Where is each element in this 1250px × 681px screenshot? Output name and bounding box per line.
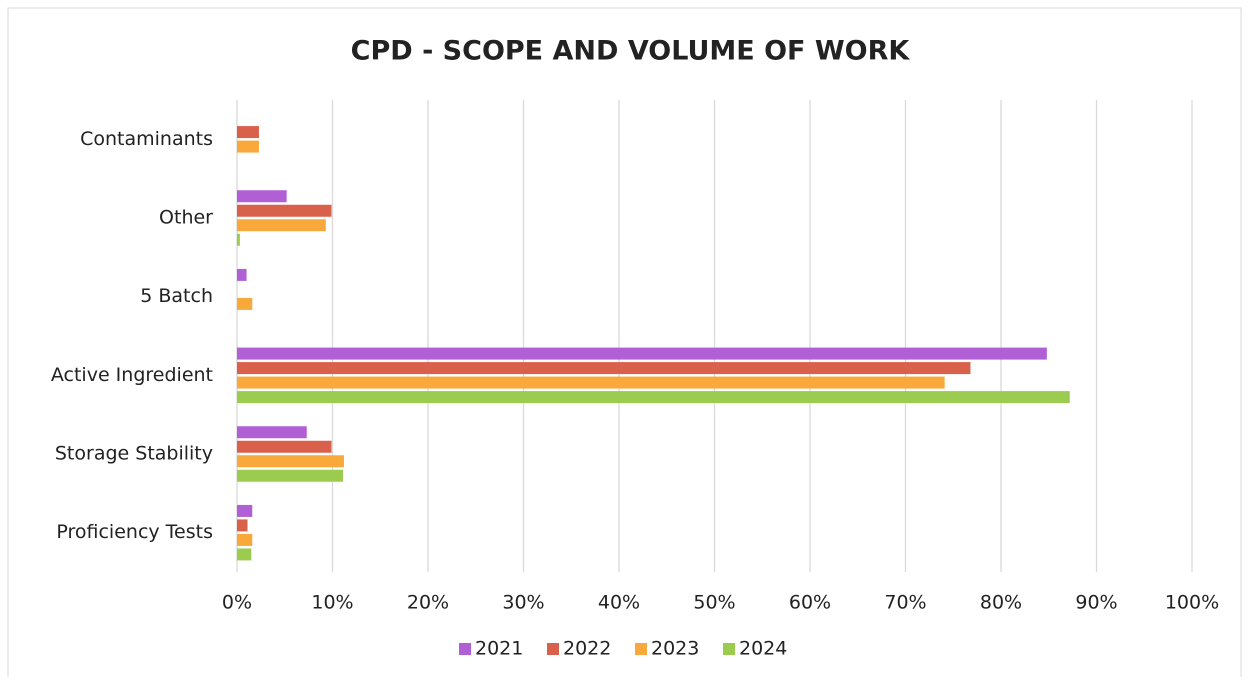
- y-tick-label: 5 Batch: [140, 285, 213, 307]
- bar: [237, 469, 344, 482]
- legend-swatch: [459, 643, 471, 655]
- bar: [237, 268, 247, 281]
- x-tick-label: 100%: [1165, 592, 1219, 614]
- x-tick-label: 50%: [693, 592, 735, 614]
- bar: [237, 233, 240, 246]
- bar: [237, 204, 332, 217]
- bar: [237, 519, 248, 532]
- bar: [237, 533, 253, 546]
- x-tick-label: 70%: [884, 592, 926, 614]
- x-tick-label: 60%: [789, 592, 831, 614]
- x-tick-label: 40%: [598, 592, 640, 614]
- bar: [237, 376, 945, 389]
- legend-swatch: [635, 643, 647, 655]
- x-tick-label: 80%: [980, 592, 1022, 614]
- bar: [237, 190, 287, 203]
- y-tick-label: Proficiency Tests: [56, 521, 213, 543]
- x-tick-label: 20%: [407, 592, 449, 614]
- y-tick-label: Other: [159, 207, 213, 229]
- bar: [237, 548, 252, 561]
- x-tick-label: 0%: [222, 592, 252, 614]
- chart-border: [7, 7, 1242, 681]
- bar: [237, 297, 253, 310]
- y-tick-label: Storage Stability: [55, 443, 213, 465]
- legend-swatch: [723, 643, 735, 655]
- legend-label: 2021: [475, 638, 523, 660]
- bar: [237, 426, 307, 439]
- legend-label: 2022: [563, 638, 611, 660]
- bar: [237, 126, 259, 139]
- bar: [237, 140, 259, 153]
- x-tick-label: 90%: [1075, 592, 1117, 614]
- y-tick-label: Active Ingredient: [51, 364, 213, 386]
- legend-swatch: [547, 643, 559, 655]
- legend-label: 2024: [739, 638, 787, 660]
- x-tick-label: 30%: [502, 592, 544, 614]
- bar: [237, 219, 326, 232]
- x-tick-label: 10%: [311, 592, 353, 614]
- y-tick-label: Contaminants: [80, 128, 213, 150]
- chart-title: CPD - SCOPE AND VOLUME OF WORK: [351, 36, 911, 67]
- bar: [237, 347, 1047, 360]
- bar: [237, 391, 1070, 404]
- legend-label: 2023: [651, 638, 699, 660]
- bar: [237, 504, 253, 517]
- bar: [237, 362, 971, 375]
- bar: [237, 440, 332, 453]
- bar: [237, 455, 344, 468]
